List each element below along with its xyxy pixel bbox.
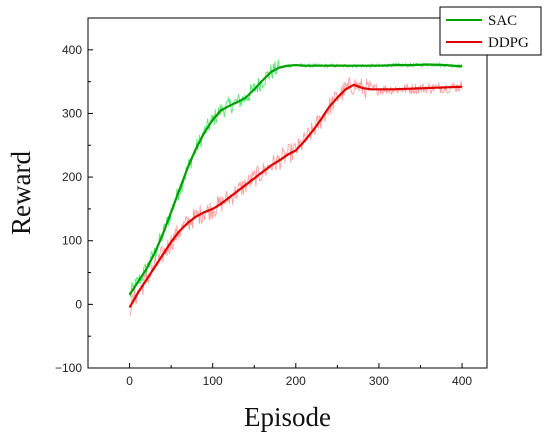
y-tick-label: −100	[55, 361, 82, 375]
x-tick-label: 0	[126, 374, 133, 388]
series-raw-sac	[129, 59, 463, 298]
series-raw-ddpg	[129, 76, 463, 317]
x-tick-label: 300	[369, 374, 389, 388]
legend-box	[439, 6, 542, 56]
y-tick-label: 200	[62, 170, 82, 184]
x-tick-label: 200	[286, 374, 306, 388]
x-tick-label: 400	[452, 374, 472, 388]
y-tick-label: 400	[62, 43, 82, 57]
plot-frame	[87, 17, 488, 369]
series-line-sac	[128, 63, 463, 296]
legend-label-sac: SAC	[488, 13, 517, 29]
y-tick-label: 0	[75, 297, 82, 311]
series-layer	[128, 63, 463, 309]
y-tick-label: 300	[62, 106, 82, 120]
y-axis-label: Reward	[6, 151, 36, 235]
x-axis-label: Episode	[244, 402, 331, 432]
legend-label-ddpg: DDPG	[488, 35, 529, 51]
series-line-ddpg	[128, 83, 463, 309]
y-tick-label: 100	[62, 234, 82, 248]
legend: SAC DDPG	[439, 6, 542, 56]
x-tick-label: 100	[203, 374, 223, 388]
ticks-layer: 0 100 200 300 400 −100 0 100 200 300 400	[55, 17, 472, 388]
